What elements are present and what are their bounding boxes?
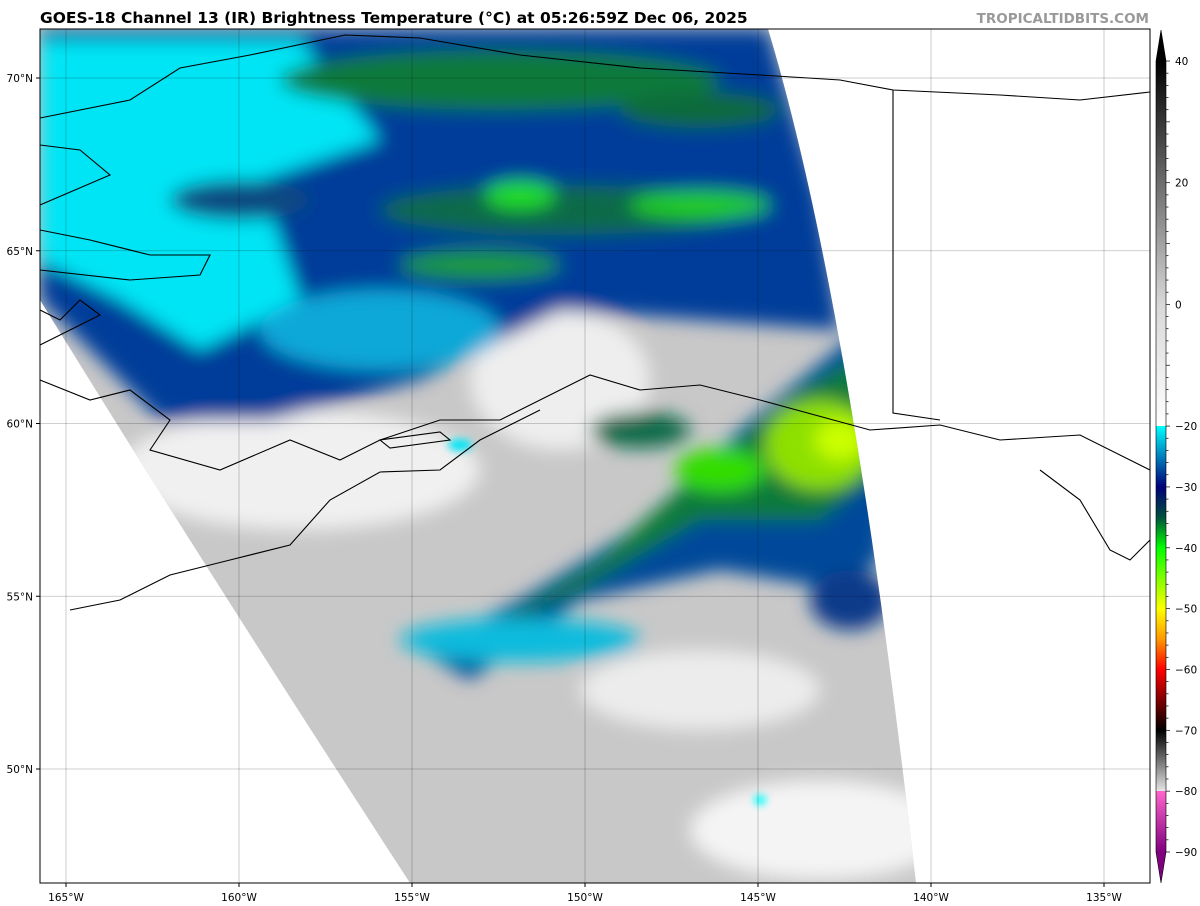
longitude-axis: 165°W 160°W 155°W 150°W 145°W 140°W 135°W [48, 883, 1122, 904]
lon-tick-label: 145°W [740, 892, 776, 904]
lon-tick-label: 160°W [221, 892, 257, 904]
lon-tick-label: 140°W [913, 892, 949, 904]
lon-tick-label: 165°W [48, 892, 84, 904]
lon-tick-label: 155°W [394, 892, 430, 904]
colorbar-tick-label: 40 [1175, 56, 1188, 68]
lat-tick-label: 60°N [7, 419, 33, 431]
map-frame [39, 28, 1151, 884]
colorbar: 40 20 0 −20 −30 −40 −50 −60 −70 −80 −90 [1155, 29, 1197, 884]
map-title: GOES-18 Channel 13 (IR) Brightness Tempe… [40, 9, 748, 27]
colorbar-tick-label: −70 [1175, 725, 1197, 737]
colorbar-tick-label: −60 [1175, 664, 1197, 676]
colorbar-tick-label: −30 [1175, 482, 1197, 494]
colorbar-tick-label: 20 [1175, 178, 1188, 190]
colorbar-tick-label: −80 [1175, 786, 1197, 798]
lat-tick-label: 70°N [7, 73, 33, 85]
colorbar-tick-label: −50 [1175, 604, 1197, 616]
colorbar-tick-label: −20 [1175, 421, 1197, 433]
watermark: TROPICALTIDBITS.COM [976, 11, 1149, 27]
lon-tick-label: 135°W [1086, 892, 1122, 904]
colorbar-tick-label: −40 [1175, 543, 1197, 555]
lat-tick-label: 65°N [7, 246, 33, 258]
colorbar-tick-label: 0 [1175, 299, 1182, 311]
latitude-axis: 70°N 65°N 60°N 55°N 50°N [7, 73, 40, 776]
lat-tick-label: 55°N [7, 591, 33, 603]
coastlines [40, 34, 1150, 611]
gridlines [40, 29, 1150, 883]
colorbar-tick-label: −90 [1175, 847, 1197, 859]
lon-tick-label: 150°W [567, 892, 603, 904]
lat-tick-label: 50°N [7, 764, 33, 776]
